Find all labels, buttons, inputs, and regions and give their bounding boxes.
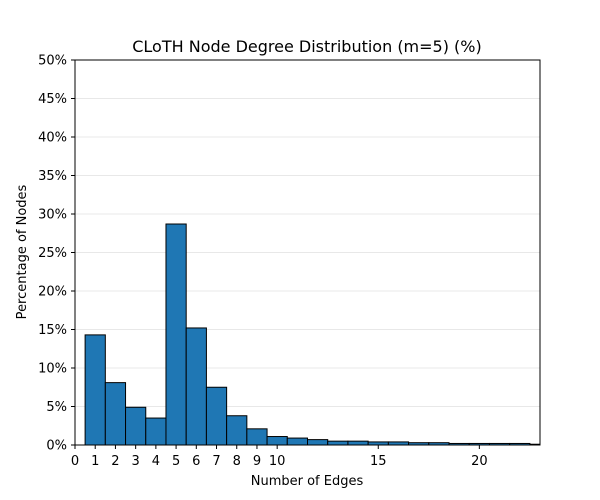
bar-3: [145, 417, 167, 446]
bar-2: [125, 406, 147, 446]
x-tick-label-5: 5: [172, 454, 180, 469]
bar-10: [286, 437, 309, 446]
y-tick-label-9: 45%: [38, 92, 67, 107]
y-tick-label-4: 20%: [38, 285, 67, 300]
x-tick-label-0: 0: [71, 454, 79, 469]
x-tick-label-2: 2: [111, 454, 119, 469]
x-tick-label-3: 3: [132, 454, 140, 469]
y-tick-label-3: 15%: [38, 323, 67, 338]
x-tick-label-6: 6: [192, 454, 200, 469]
x-tick-label-12: 20: [471, 454, 488, 469]
bar-11: [307, 439, 329, 446]
bar-6: [205, 386, 228, 446]
y-tick-label-6: 30%: [38, 208, 67, 223]
grid-lines: [75, 98, 540, 407]
x-axis-label: Number of Edges: [251, 474, 364, 489]
y-axis-ticks: 0% 5% 10% 15% 20% 25% 30% 35% 40% 45% 50%: [38, 54, 75, 454]
bars-group: [84, 223, 541, 446]
y-axis-label: Percentage of Nodes: [15, 184, 30, 319]
bar-4: [165, 223, 187, 446]
bar-8: [246, 428, 268, 446]
y-tick-label-1: 5%: [46, 400, 67, 415]
x-tick-label-7: 7: [212, 454, 220, 469]
y-tick-label-7: 35%: [38, 169, 67, 184]
x-tick-label-1: 1: [91, 454, 99, 469]
bar-12: [327, 440, 349, 446]
bar-13: [347, 440, 369, 446]
y-tick-label-10: 50%: [38, 54, 67, 69]
x-tick-label-4: 4: [152, 454, 160, 469]
x-tick-label-9: 9: [253, 454, 261, 469]
bar-9: [266, 436, 288, 446]
y-tick-label-0: 0%: [46, 439, 67, 454]
x-tick-label-8: 8: [233, 454, 241, 469]
x-tick-label-10: 10: [269, 454, 286, 469]
y-tick-label-2: 10%: [38, 362, 67, 377]
bar-0: [84, 334, 106, 446]
bar-7: [226, 415, 248, 446]
bar-1: [104, 382, 127, 446]
y-tick-label-8: 40%: [38, 131, 67, 146]
y-tick-label-5: 25%: [38, 246, 67, 261]
bar-5: [185, 327, 207, 446]
x-tick-label-11: 15: [370, 454, 387, 469]
x-axis-ticks: 0 1 2 3 4 5 6 7 8 9 10 15 20: [71, 445, 488, 469]
chart-title: CLoTH Node Degree Distribution (m=5) (%): [132, 37, 482, 56]
